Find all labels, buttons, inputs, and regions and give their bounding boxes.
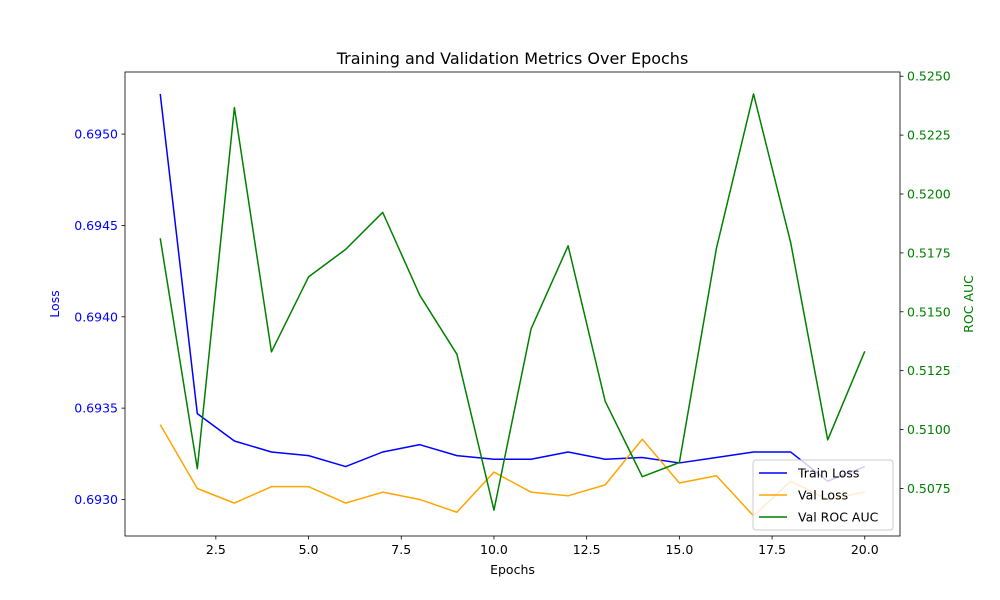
series-line-val-loss xyxy=(159,424,865,517)
legend-label-val-loss: Val Loss xyxy=(798,488,848,503)
x-tick-label: 5.0 xyxy=(299,542,319,557)
right-y-tick-label: 0.5175 xyxy=(907,245,951,260)
x-tick-label: 15.0 xyxy=(665,542,693,557)
legend: Train Loss Val Loss Val ROC AUC xyxy=(752,459,894,531)
left-y-tick-label: 0.6940 xyxy=(74,309,118,324)
series-line-train-loss xyxy=(159,93,866,482)
x-tick-label: 17.5 xyxy=(758,542,786,557)
series-line-val-roc-auc xyxy=(159,93,866,511)
x-tick-label: 7.5 xyxy=(391,542,411,557)
series-layer xyxy=(159,93,866,517)
axes-layer: 2.5 5.0 7.5 10.0 12.5 15.0 17.5 20.0 0.6930 0.693… xyxy=(74,69,951,557)
left-y-tick-label: 0.6935 xyxy=(74,401,118,416)
right-y-tick-label: 0.5125 xyxy=(907,363,951,378)
left-y-tick-label: 0.6950 xyxy=(74,127,118,142)
left-y-tick-label: 0.6945 xyxy=(74,218,118,233)
right-y-tick-label: 0.5075 xyxy=(907,481,951,496)
right-y-tick-label: 0.5200 xyxy=(907,187,951,202)
x-tick-label: 2.5 xyxy=(206,542,226,557)
x-tick-label: 12.5 xyxy=(573,542,601,557)
legend-label-train-loss: Train Loss xyxy=(797,466,859,481)
x-axis-label: Epochs xyxy=(490,562,535,577)
right-y-tick-label: 0.5250 xyxy=(907,69,951,84)
right-y-tick-label: 0.5100 xyxy=(907,422,951,437)
left-y-tick-label: 0.6930 xyxy=(74,492,118,507)
left-y-axis-label: Loss xyxy=(47,290,62,317)
right-y-axis-label: ROC AUC xyxy=(961,275,976,333)
right-y-tick-label: 0.5225 xyxy=(907,128,951,143)
plot-frame xyxy=(124,71,901,537)
legend-label-val-roc-auc: Val ROC AUC xyxy=(798,510,879,525)
right-y-tick-label: 0.5150 xyxy=(907,304,951,319)
x-tick-label: 20.0 xyxy=(851,542,879,557)
x-tick-label: 10.0 xyxy=(480,542,508,557)
chart-title: Training and Validation Metrics Over Epo… xyxy=(336,49,689,68)
legend-box xyxy=(752,459,894,531)
